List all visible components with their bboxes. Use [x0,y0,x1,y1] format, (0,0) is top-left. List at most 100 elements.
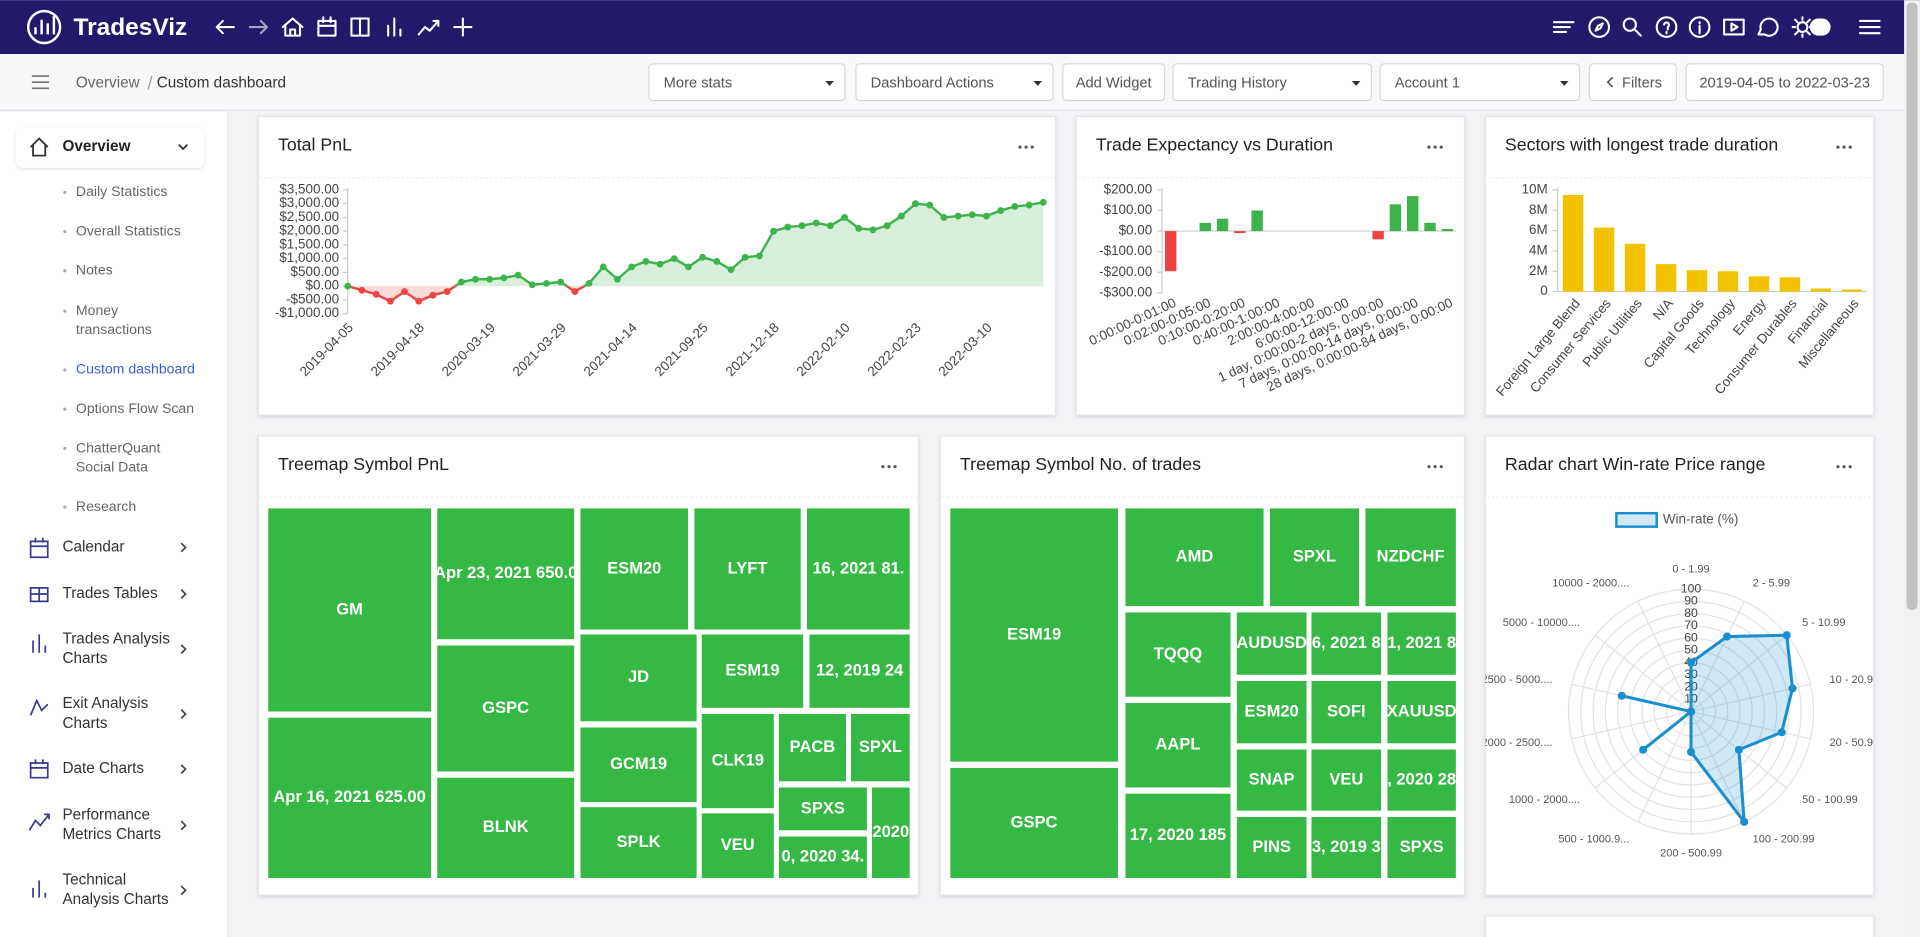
widget-menu-dot[interactable] [1842,465,1846,469]
treemap-tile[interactable]: JD [580,634,697,722]
radar-point[interactable] [1686,658,1696,667]
point[interactable] [699,253,707,261]
treemap-tile[interactable]: 12, 2019 24 [809,634,910,708]
nav-section[interactable]: Trades Tables [62,585,158,602]
radar-point[interactable] [1617,691,1626,700]
point[interactable] [401,288,408,296]
treemap-tile[interactable]: TQQQ [1125,612,1231,697]
legend-label[interactable]: Win-rate (%) [1663,511,1739,526]
widget-menu-dot[interactable] [881,465,885,469]
point[interactable] [344,282,352,290]
bar[interactable] [1593,227,1615,292]
nav-overview[interactable]: Overview [62,138,130,155]
point[interactable] [557,278,565,286]
bar[interactable] [1779,277,1801,292]
nav-trend[interactable] [417,19,440,36]
nav-bars[interactable] [387,17,402,37]
point[interactable] [386,297,394,305]
treemap-tile[interactable]: AMD [1125,508,1264,607]
widget-menu-dot[interactable] [1836,465,1840,469]
nav-sub-item[interactable]: Daily Statistics [76,183,168,199]
bar[interactable] [1234,231,1246,234]
legend-swatch[interactable] [1615,511,1658,528]
treemap-tile[interactable]: ESM19 [950,508,1118,762]
bar[interactable] [1624,243,1646,292]
treemap-tile[interactable]: SOFI [1311,680,1382,744]
point[interactable] [443,288,451,296]
bar[interactable] [1406,196,1419,232]
widget-menu-dot[interactable] [1030,145,1034,149]
nav-sub-item[interactable]: Overall Statistics [76,222,181,238]
nav-sub-item[interactable]: Options Flow Scan [76,400,194,416]
treemap-tile[interactable]: SPXL [1269,508,1360,607]
bar[interactable] [1424,222,1436,232]
nav-help[interactable] [1655,16,1678,38]
filters-chevron[interactable] [1606,76,1614,88]
treemap-tile[interactable]: SPXL [851,714,910,782]
toolbar-button[interactable] [648,63,846,102]
treemap-tile[interactable]: VEU [701,813,774,879]
treemap-tile[interactable]: SNAP [1236,749,1307,811]
treemap-tile[interactable]: NZDCHF [1365,508,1456,607]
nav-section[interactable]: Performance Metrics Charts [62,807,161,844]
bar[interactable] [1748,276,1770,292]
point[interactable] [897,212,905,220]
radar-point[interactable] [1639,745,1648,754]
dropdown-caret[interactable] [1033,80,1043,86]
treemap-tile[interactable]: 2020 [871,787,910,879]
point[interactable] [514,271,522,279]
toolbar-button[interactable] [1062,63,1166,102]
point[interactable] [954,212,962,220]
point[interactable] [358,286,366,294]
bar[interactable] [1441,229,1453,232]
nav-section[interactable]: Exit Analysis Charts [62,695,148,732]
point[interactable] [472,275,479,283]
widget-menu-dot[interactable] [1427,145,1431,149]
app-name[interactable]: TradesViz [73,14,187,41]
bar[interactable] [1199,222,1211,232]
nav-sub-item[interactable]: ChatterQuant Social Data [76,439,161,474]
nav-section[interactable]: Technical Analysis Charts [62,872,169,909]
nav-section[interactable]: Date Charts [62,760,144,777]
bar[interactable] [1251,210,1263,232]
radar-point[interactable] [1788,684,1797,693]
widget-menu-dot[interactable] [893,465,897,469]
toolbar-label[interactable]: 2019-04-05 to 2022-03-23 [1699,75,1870,91]
bar[interactable] [1717,271,1739,292]
treemap-tile[interactable]: , 2020 28 [1387,749,1456,811]
toolbar-button[interactable] [1379,63,1581,102]
nav-add[interactable] [453,17,473,37]
point[interactable] [500,274,508,282]
widget-menu-dot[interactable] [1842,145,1846,149]
nav-filter[interactable] [1552,21,1575,34]
point[interactable] [614,275,621,283]
nav-section[interactable]: Trades Analysis Charts [62,630,170,667]
point[interactable] [642,257,650,265]
widget-menu-dot[interactable] [1427,465,1431,469]
nav-compass[interactable] [1588,16,1611,38]
toolbar-label[interactable]: Filters [1622,75,1662,91]
treemap-tile[interactable]: AAPL [1125,702,1231,788]
bar[interactable] [1841,289,1863,292]
point[interactable] [684,263,692,271]
radar-point[interactable] [1723,632,1732,641]
treemap-tile[interactable]: 3, 2019 3 [1311,816,1382,879]
point[interactable] [415,297,423,305]
breadcrumb-link[interactable]: Overview [76,74,141,91]
point[interactable] [983,212,990,220]
radar-point[interactable] [1686,707,1696,716]
nav-section[interactable]: Calendar [62,539,124,556]
treemap-tile[interactable]: SPXS [778,787,867,831]
dropdown-caret[interactable] [1351,80,1361,86]
bar[interactable] [1562,195,1584,292]
widget-menu-dot[interactable] [1024,145,1028,149]
bar[interactable] [1372,231,1384,240]
point[interactable] [486,275,494,283]
point[interactable] [543,279,550,287]
point[interactable] [968,211,976,219]
treemap-tile[interactable]: SPLK [580,807,697,879]
point[interactable] [670,255,678,263]
treemap-tile[interactable]: 16, 2021 81. [806,508,910,630]
widget-menu-dot[interactable] [1848,465,1852,469]
sidebar-toggle[interactable] [31,75,49,90]
